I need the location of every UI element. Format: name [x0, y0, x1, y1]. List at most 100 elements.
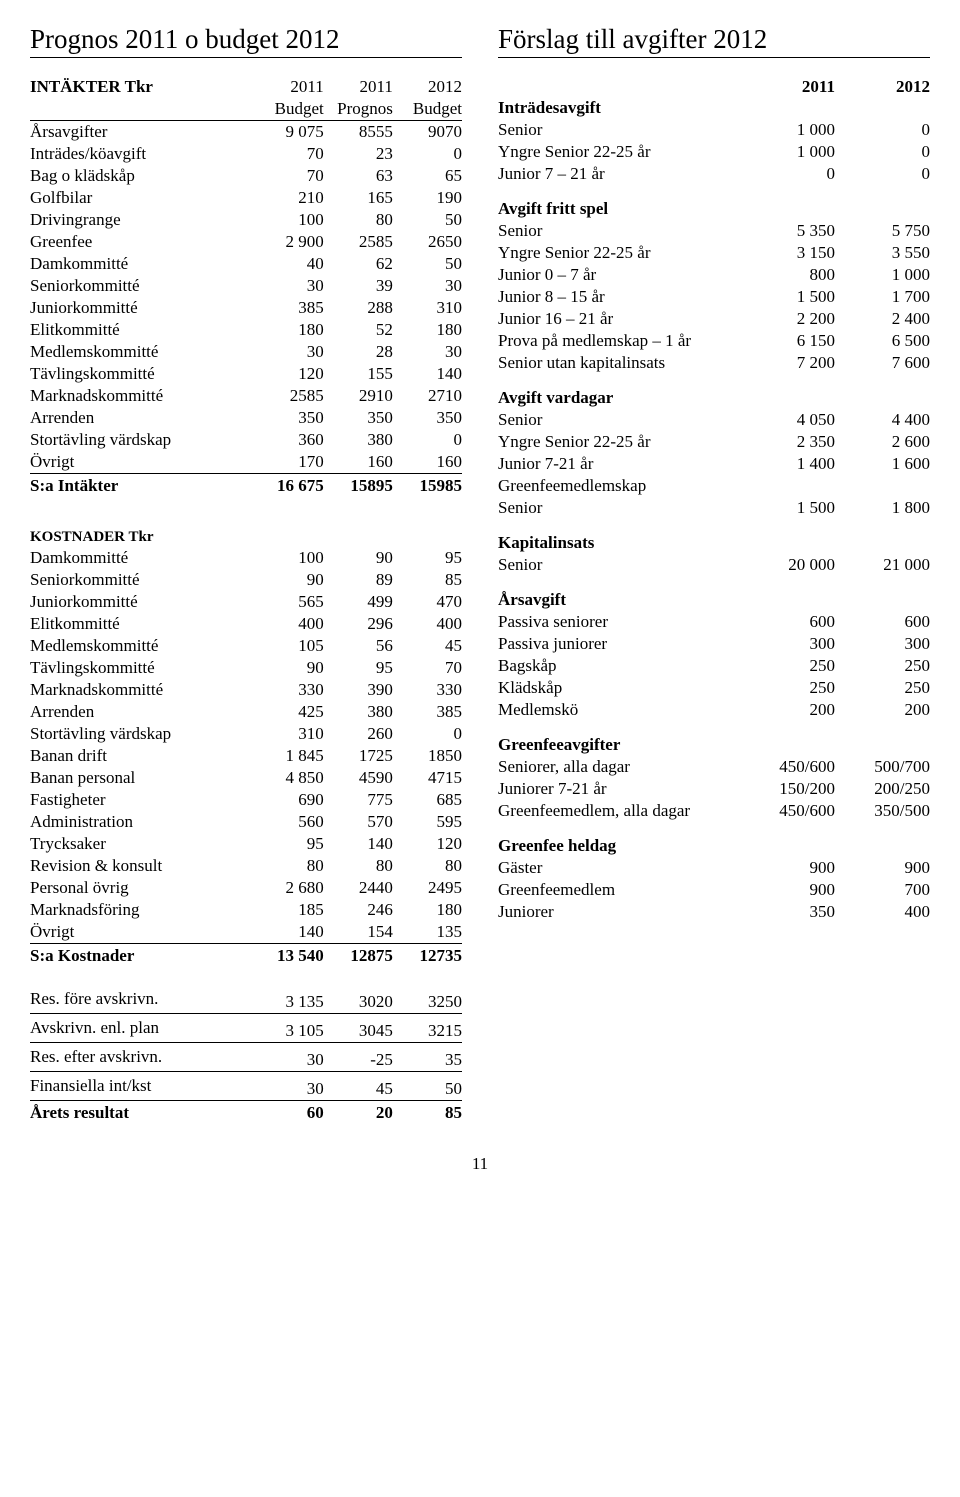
fee-row: Prova på medlemskap – 1 år6 1506 500	[498, 330, 930, 352]
row-val: 135	[393, 921, 462, 944]
fee-val: 7 200	[740, 352, 835, 374]
row-label: Juniorkommitté	[30, 297, 255, 319]
row-val: 185	[255, 899, 324, 921]
table-header-bottom: Budget Prognos Budget	[30, 98, 462, 121]
fee-row: Medlemskö200200	[498, 699, 930, 721]
fee-val: 350	[740, 901, 835, 923]
table-row: Medlemskommitté302830	[30, 341, 462, 363]
row-label: Stortävling värdskap	[30, 429, 255, 451]
row-val: 50	[393, 253, 462, 275]
fee-row: Senior20 00021 000	[498, 554, 930, 576]
row-val: 210	[255, 187, 324, 209]
table-row: Bag o klädskåp706365	[30, 165, 462, 187]
row-val: 0	[393, 429, 462, 451]
fee-row: Yngre Senior 22-25 år3 1503 550	[498, 242, 930, 264]
table-row: Stortävling värdskap3603800	[30, 429, 462, 451]
table-row: Marknadskommitté258529102710	[30, 385, 462, 407]
table-row: Trycksaker95140120	[30, 833, 462, 855]
fee-section-head: Avgift vardagar	[498, 374, 930, 409]
fee-row: Juniorer 7-21 år150/200200/250	[498, 778, 930, 800]
row-val: 330	[393, 679, 462, 701]
fee-val: 5 350	[740, 220, 835, 242]
fee-val: 200	[740, 699, 835, 721]
fee-val: 1 000	[740, 119, 835, 141]
fee-label: Seniorer, alla dagar	[498, 756, 740, 778]
row-val: 30	[255, 1043, 324, 1072]
fee-section-title: Kapitalinsats	[498, 519, 930, 554]
fee-val: 450/600	[740, 800, 835, 822]
result-val: 60	[255, 1101, 324, 1125]
fee-label: Junior 7-21 år	[498, 453, 740, 475]
fee-section-head: Inträdesavgift	[498, 98, 930, 119]
table-row: Arrenden350350350	[30, 407, 462, 429]
fee-label: Greenfeemedlem	[498, 879, 740, 901]
row-val: 4715	[393, 767, 462, 789]
row-val: 70	[255, 143, 324, 165]
row-val: 40	[255, 253, 324, 275]
fees-header: 2011 2012	[498, 76, 930, 98]
fee-val	[740, 475, 835, 497]
row-val: 2910	[324, 385, 393, 407]
row-val: 170	[255, 451, 324, 474]
row-label: Banan personal	[30, 767, 255, 789]
row-val: 90	[255, 657, 324, 679]
row-label: Medlemskommitté	[30, 635, 255, 657]
fee-label: Senior	[498, 220, 740, 242]
fee-val: 700	[835, 879, 930, 901]
row-val: -25	[324, 1043, 393, 1072]
row-label: Årsavgifter	[30, 121, 255, 144]
intakter-table: INTÄKTER Tkr 2011 2011 2012 Budget Progn…	[30, 76, 462, 497]
row-val: 1725	[324, 745, 393, 767]
row-val: 23	[324, 143, 393, 165]
table-row: Stortävling värdskap3102600	[30, 723, 462, 745]
row-val: 39	[324, 275, 393, 297]
arets-resultat: Årets resultat 60 20 85	[30, 1101, 462, 1125]
fee-val: 4 050	[740, 409, 835, 431]
row-val: 155	[324, 363, 393, 385]
fee-row: Yngre Senior 22-25 år2 3502 600	[498, 431, 930, 453]
row-val: 140	[393, 363, 462, 385]
fee-row: Junior 8 – 15 år1 5001 700	[498, 286, 930, 308]
row-label: Finansiella int/kst	[30, 1072, 255, 1101]
row-val: 180	[393, 899, 462, 921]
row-label: Elitkommitté	[30, 613, 255, 635]
result-row: Res. före avskrivn.3 13530203250	[30, 985, 462, 1014]
table-row: Damkommitté1009095	[30, 547, 462, 569]
row-val: 2710	[393, 385, 462, 407]
table-row: Fastigheter690775685	[30, 789, 462, 811]
table-row: Seniorkommitté908985	[30, 569, 462, 591]
sum-label: S:a Kostnader	[30, 944, 255, 968]
fee-row: Seniorer, alla dagar450/600500/700	[498, 756, 930, 778]
row-val: 380	[324, 701, 393, 723]
table-row: Tävlingskommitté909570	[30, 657, 462, 679]
row-label: Övrigt	[30, 921, 255, 944]
row-val: 80	[324, 855, 393, 877]
row-val: 154	[324, 921, 393, 944]
row-val: 30	[393, 341, 462, 363]
sum-val: 12875	[324, 944, 393, 968]
fee-val	[835, 475, 930, 497]
fee-label: Klädskåp	[498, 677, 740, 699]
fee-val: 7 600	[835, 352, 930, 374]
fee-row: Senior1 0000	[498, 119, 930, 141]
result-row: Res. efter avskrivn.30-2535	[30, 1043, 462, 1072]
row-label: Stortävling värdskap	[30, 723, 255, 745]
table-row: Övrigt140154135	[30, 921, 462, 944]
fee-val: 6 150	[740, 330, 835, 352]
row-val: 30	[393, 275, 462, 297]
row-val: 70	[393, 657, 462, 679]
row-val: 380	[324, 429, 393, 451]
sum-val: 13 540	[255, 944, 324, 968]
row-val: 595	[393, 811, 462, 833]
fee-row: Junior 7-21 år1 4001 600	[498, 453, 930, 475]
row-val: 45	[324, 1072, 393, 1101]
fee-val: 0	[835, 163, 930, 185]
row-val: 2 900	[255, 231, 324, 253]
fee-label: Bagskåp	[498, 655, 740, 677]
fee-row: Senior4 0504 400	[498, 409, 930, 431]
fee-val: 900	[740, 857, 835, 879]
row-val: 350	[393, 407, 462, 429]
row-val: 100	[255, 209, 324, 231]
row-val: 3045	[324, 1014, 393, 1043]
header-col: 2012	[393, 76, 462, 98]
